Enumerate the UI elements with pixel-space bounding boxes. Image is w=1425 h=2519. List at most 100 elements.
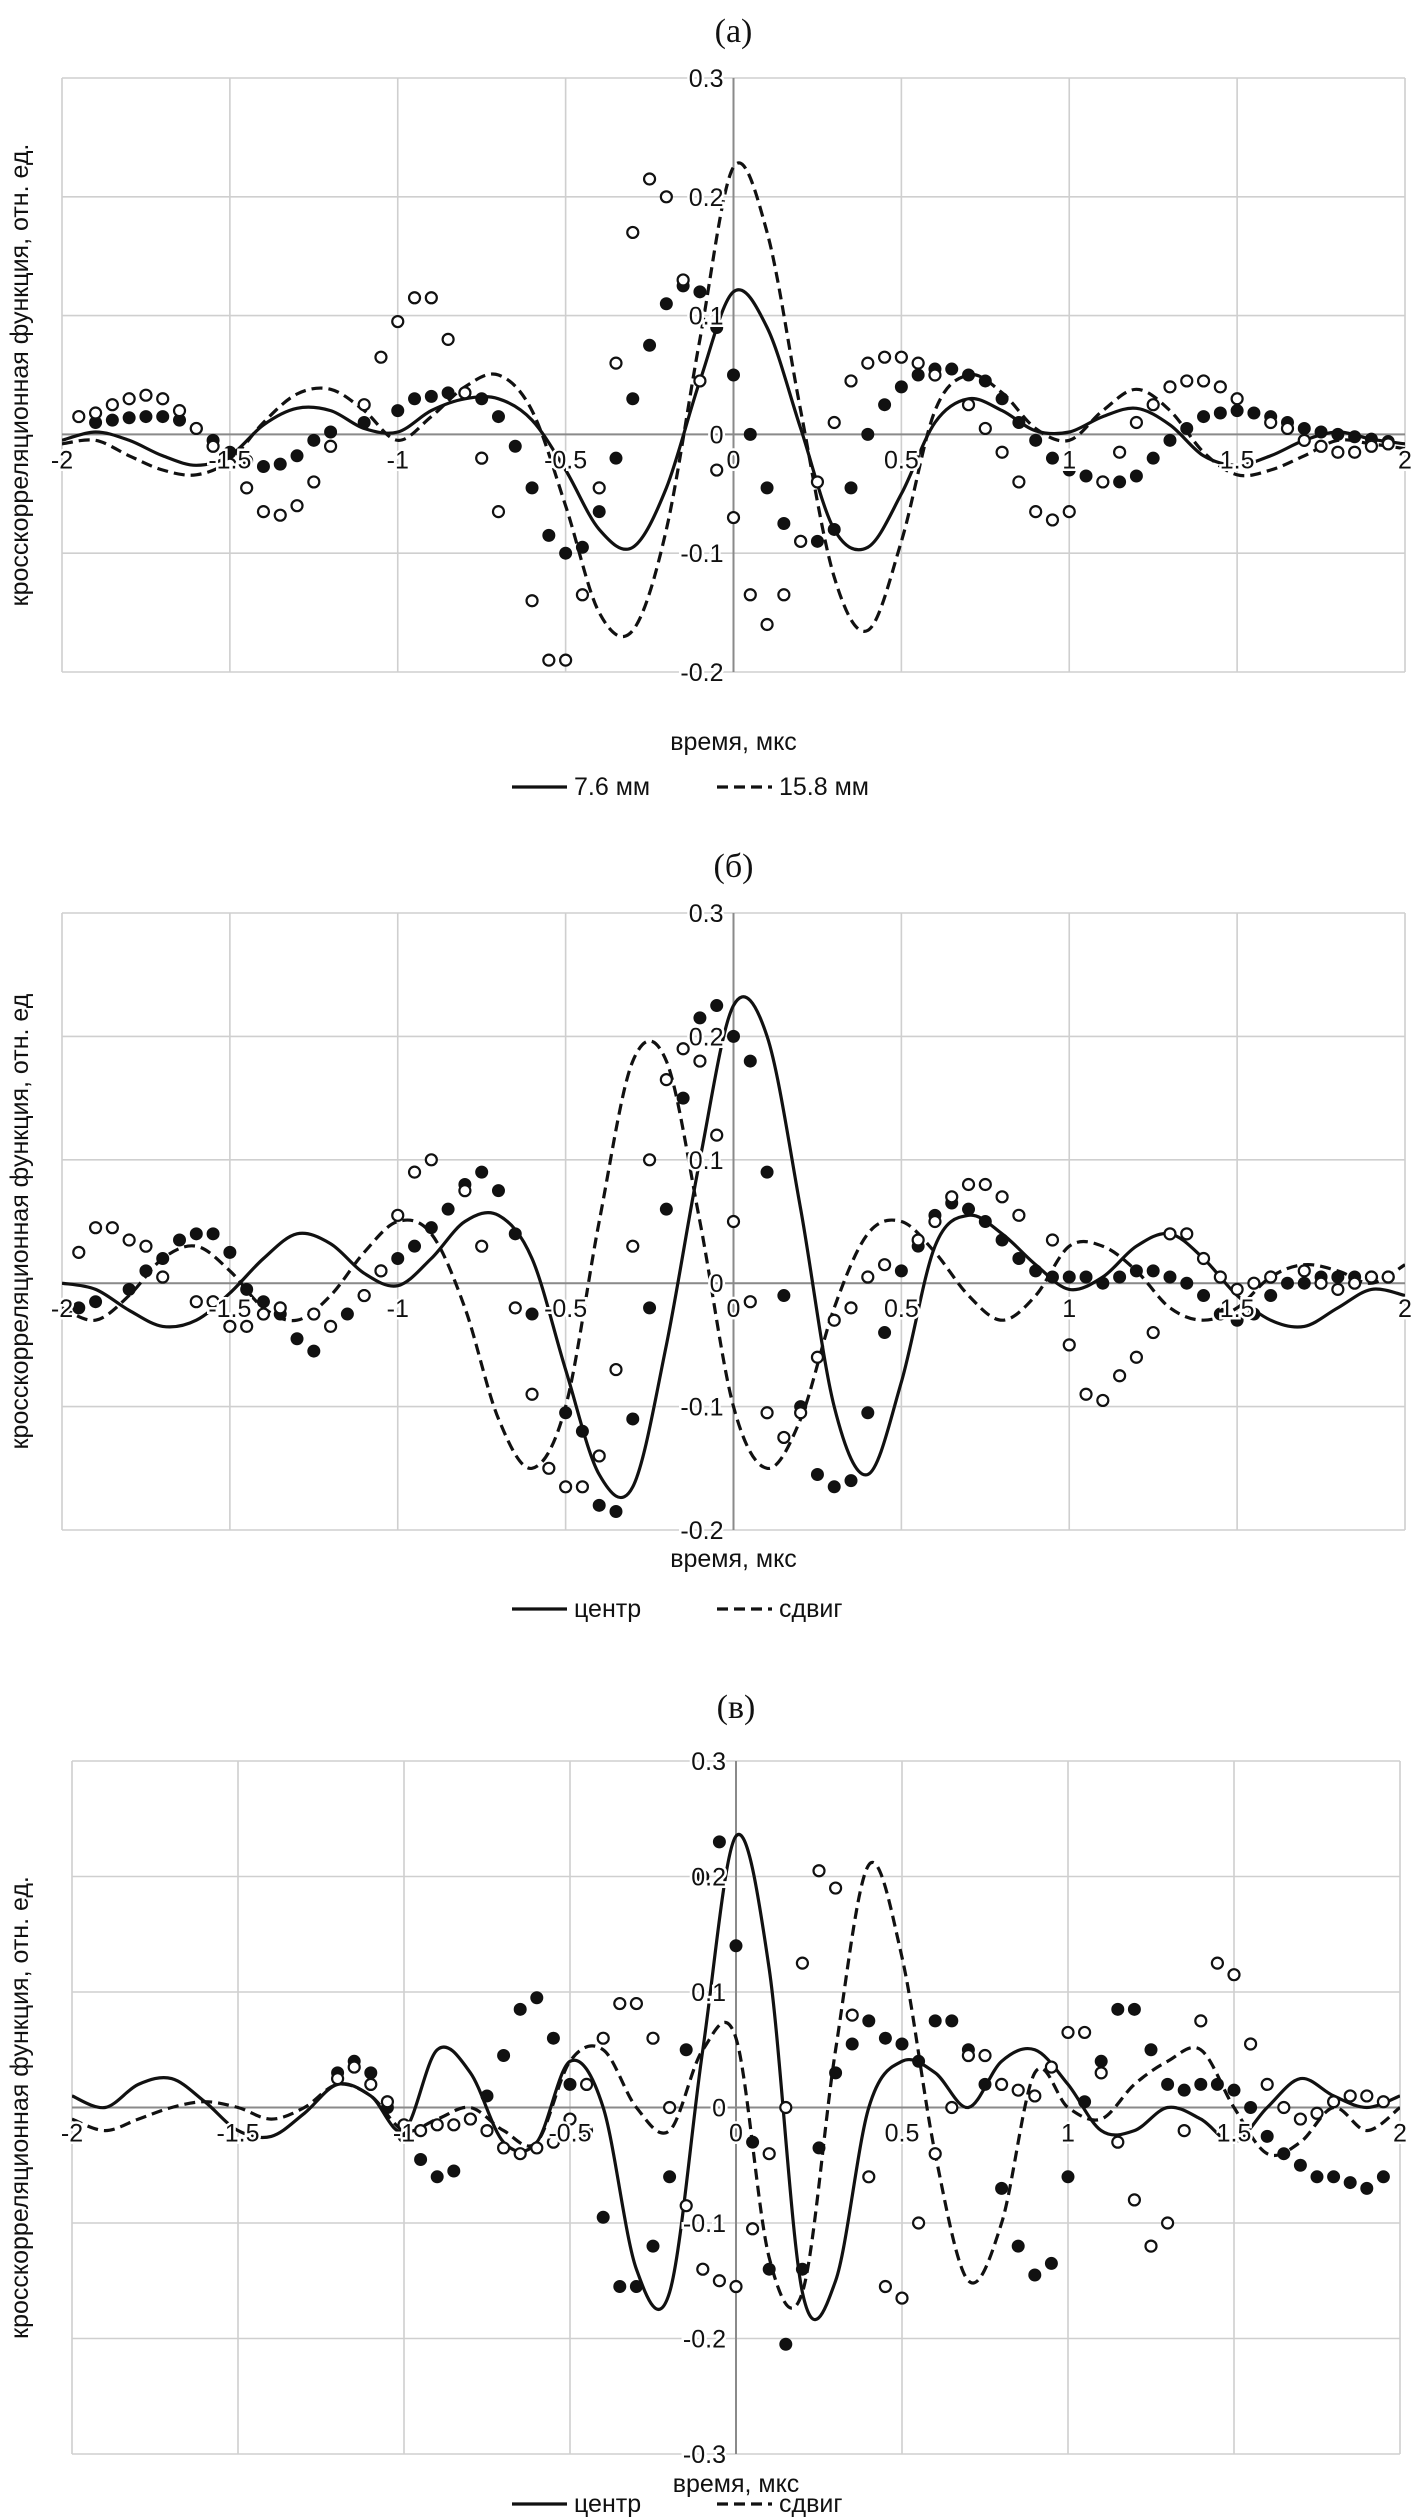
filled-data-point — [878, 2031, 892, 2045]
x-tick-label: -1.5 — [208, 1295, 251, 1323]
y-axis-label: кросскорреляционная функция, отн. ед. — [6, 1876, 34, 2339]
open-data-point — [1194, 2014, 1208, 2028]
open-data-point — [324, 439, 338, 453]
y-tick-label: 0.1 — [691, 1979, 726, 2007]
open-data-point — [676, 273, 690, 287]
open-data-point — [374, 350, 388, 364]
legend-label: сдвиг — [779, 2490, 842, 2518]
open-data-point — [1094, 2066, 1108, 2080]
open-data-point — [760, 617, 774, 632]
x-axis-label: время, мкс — [673, 2470, 800, 2498]
open-data-point — [1012, 475, 1026, 489]
open-data-point — [1213, 380, 1227, 394]
open-data-point — [290, 499, 304, 513]
open-data-point — [1011, 2083, 1025, 2097]
open-data-point — [696, 2262, 710, 2276]
filled-data-point — [307, 1344, 321, 1358]
open-data-point — [1079, 1387, 1093, 1401]
open-data-point — [273, 508, 287, 522]
filled-data-point — [928, 2014, 942, 2028]
open-data-point — [72, 1245, 86, 1259]
filled-data-point — [743, 1054, 757, 1068]
open-data-point — [895, 2291, 909, 2305]
open-data-point — [1293, 2112, 1308, 2126]
open-data-point — [995, 445, 1009, 459]
filled-data-point — [810, 534, 824, 548]
open-data-point — [88, 1221, 103, 1235]
filled-data-point — [256, 1295, 270, 1309]
y-tick-label: 0 — [710, 421, 724, 449]
chart-title: (б) — [714, 848, 754, 885]
filled-data-point — [546, 2031, 560, 2045]
open-data-point — [961, 2048, 976, 2063]
dashed-series-line — [62, 1039, 1405, 1470]
open-data-point — [861, 1270, 875, 1284]
open-data-point — [1146, 1325, 1160, 1340]
filled-data-point — [995, 1233, 1009, 1247]
open-data-point — [1326, 2095, 1341, 2109]
y-tick-label: 0.2 — [689, 184, 724, 212]
open-data-point — [1331, 445, 1345, 459]
x-tick-label: 2 — [1393, 2120, 1407, 2148]
open-data-point — [995, 1190, 1009, 1204]
open-data-point — [877, 1258, 892, 1272]
filled-data-point — [408, 392, 422, 406]
filled-data-point — [1264, 1289, 1278, 1303]
filled-data-point — [1029, 1264, 1043, 1278]
y-tick-label: 0.2 — [689, 1023, 724, 1051]
open-data-point — [845, 2008, 859, 2022]
legend: центр сдвиг — [512, 1595, 842, 1623]
open-data-point — [223, 457, 237, 471]
open-data-point — [240, 481, 254, 495]
filled-data-point — [609, 451, 623, 465]
open-data-point — [629, 1996, 644, 2011]
open-data-point — [1061, 2025, 1075, 2040]
open-data-point — [1144, 2239, 1158, 2253]
open-data-point — [928, 1214, 942, 1229]
open-data-point — [1096, 475, 1110, 489]
open-data-point — [414, 2124, 428, 2138]
open-data-point — [1243, 2037, 1258, 2051]
open-data-point — [844, 374, 858, 388]
y-tick-label: -0.1 — [680, 540, 723, 568]
filled-data-point — [1213, 406, 1227, 420]
filled-data-point — [1331, 1270, 1345, 1284]
filled-data-point — [810, 1467, 824, 1481]
open-data-point — [1045, 1233, 1060, 1247]
filled-data-point — [945, 362, 959, 376]
filled-data-point — [430, 2170, 444, 2184]
filled-data-point — [491, 1184, 505, 1198]
open-data-point — [189, 421, 203, 436]
filled-data-point — [1197, 410, 1211, 424]
filled-data-point — [613, 2280, 627, 2294]
filled-data-point — [1230, 1313, 1244, 1327]
open-data-point — [1045, 513, 1060, 527]
open-data-point — [357, 398, 371, 412]
open-data-point — [1348, 445, 1362, 459]
open-data-point — [1297, 1264, 1311, 1278]
plot-area — [62, 995, 1405, 1518]
y-tick-label: -0.1 — [680, 1394, 723, 1422]
filled-data-point — [580, 2124, 594, 2138]
open-data-point — [391, 314, 405, 329]
open-data-point — [559, 653, 573, 667]
filled-data-point — [1247, 406, 1261, 420]
open-data-point — [743, 1295, 757, 1309]
filled-data-point — [497, 2049, 511, 2063]
legend: центр сдвиг — [512, 2490, 842, 2518]
x-tick-label: 2 — [1398, 1295, 1412, 1323]
x-axis-label: время, мкс — [670, 728, 797, 756]
filled-data-point — [1061, 2170, 1075, 2184]
filled-data-point — [206, 1227, 220, 1241]
filled-data-point — [530, 1991, 544, 2005]
filled-data-point — [256, 459, 270, 473]
filled-data-point — [559, 546, 573, 560]
filled-data-point — [1062, 1270, 1076, 1284]
x-tick-label: -2 — [51, 446, 73, 474]
open-data-point — [659, 190, 673, 204]
open-data-point — [659, 1072, 673, 1087]
filled-data-point — [156, 410, 170, 424]
filled-data-point — [659, 1202, 673, 1216]
y-tick-label: 0 — [710, 1270, 724, 1298]
open-data-point — [480, 2124, 494, 2138]
